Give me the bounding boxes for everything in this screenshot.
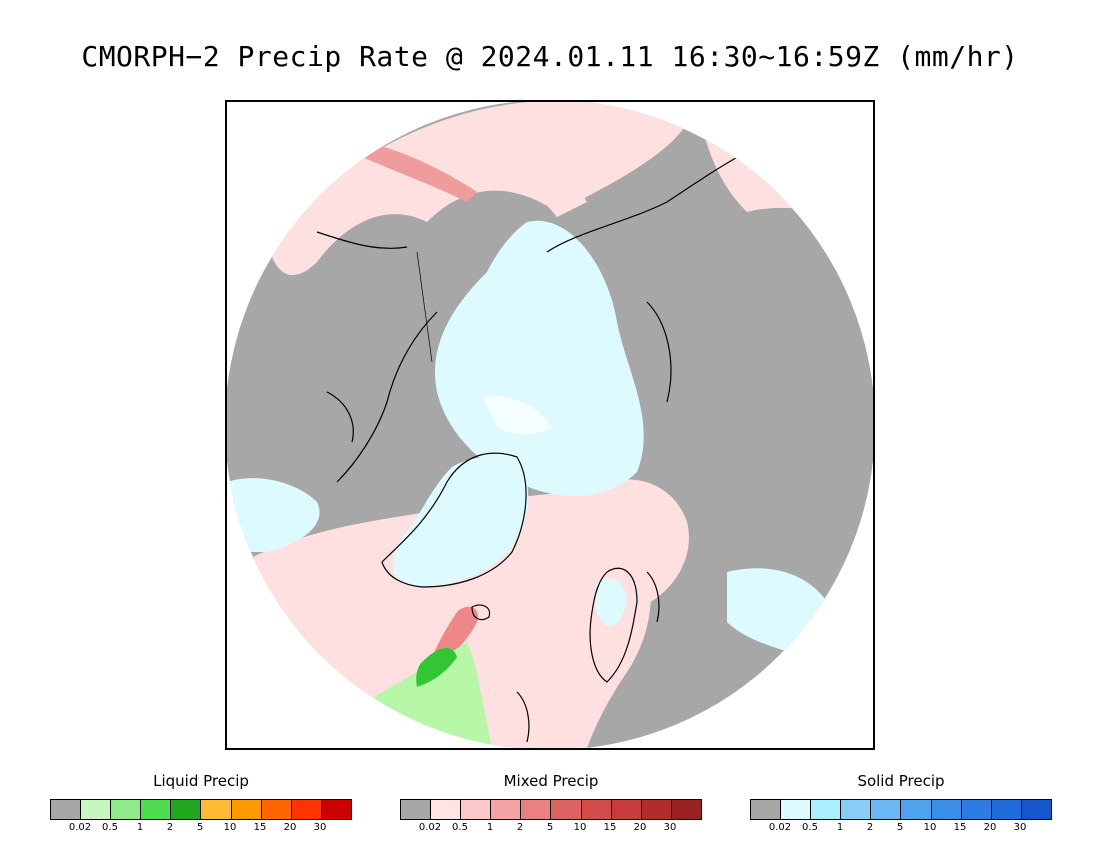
- solid-precip-scandinavia: [594, 578, 627, 626]
- tick-label: 0.02: [768, 822, 792, 833]
- tick-label: 0.02: [68, 822, 92, 833]
- coastlines: [316, 151, 748, 743]
- legend-swatch: [490, 800, 521, 819]
- legend-solid: Solid Precip 0.02 0.5 1 2 5 10 15 20 30: [750, 772, 1052, 836]
- legend-liquid: Liquid Precip 0.02 0.5 1 2 5 10 15 20 30: [50, 772, 352, 836]
- tick-label: 30: [1013, 822, 1027, 833]
- tick-label: 0.5: [452, 822, 468, 833]
- legend-swatch: [900, 800, 931, 819]
- map-title: CMORPH−2 Precip Rate @ 2024.01.11 16:30~…: [81, 40, 1019, 73]
- tick-label: 20: [633, 822, 647, 833]
- color-bar: [750, 799, 1052, 820]
- legend-swatch: [80, 800, 111, 819]
- tick-label: 5: [896, 822, 904, 833]
- tick-label: 1: [136, 822, 144, 833]
- mixed-precip-moderate-bering: [362, 142, 477, 202]
- legend-swatch: [260, 800, 291, 819]
- solid-precip-arctic-ocean: [435, 220, 644, 496]
- mixed-precip-bering: [507, 102, 587, 217]
- tick-label: 15: [253, 822, 267, 833]
- legend-swatch: [230, 800, 261, 819]
- tick-label: 0.5: [102, 822, 118, 833]
- legend-swatch: [170, 800, 201, 819]
- tick-label: 10: [923, 822, 937, 833]
- tick-label: 10: [223, 822, 237, 833]
- tick-label: 1: [836, 822, 844, 833]
- legend-title: Solid Precip: [857, 772, 945, 790]
- legend-swatch: [320, 800, 351, 819]
- legend-swatch: [460, 800, 491, 819]
- legend-swatch: [200, 800, 231, 819]
- tick-label: 5: [546, 822, 554, 833]
- legend-swatch: [550, 800, 581, 819]
- legend-swatch: [401, 800, 431, 819]
- legend-swatch: [1020, 800, 1051, 819]
- tick-label: 15: [953, 822, 967, 833]
- legend-swatch: [810, 800, 841, 819]
- legend-swatch: [780, 800, 811, 819]
- legend-swatch: [580, 800, 611, 819]
- solid-precip-greenland: [392, 457, 529, 586]
- legend-swatch: [520, 800, 551, 819]
- tick-label: 10: [573, 822, 587, 833]
- tick-labels: 0.02 0.5 1 2 5 10 15 20 30: [50, 822, 350, 836]
- tick-label: 15: [603, 822, 617, 833]
- tick-labels: 0.02 0.5 1 2 5 10 15 20 30: [400, 822, 700, 836]
- tick-label: 5: [196, 822, 204, 833]
- legend-swatch: [870, 800, 901, 819]
- tick-label: 30: [663, 822, 677, 833]
- legend-swatch: [960, 800, 991, 819]
- legend-swatch: [430, 800, 461, 819]
- legend-title: Mixed Precip: [503, 772, 599, 790]
- legend-swatch: [751, 800, 781, 819]
- color-bar: [400, 799, 702, 820]
- tick-label: 2: [866, 822, 874, 833]
- tick-label: 30: [313, 822, 327, 833]
- legend-title: Liquid Precip: [153, 772, 249, 790]
- tick-label: 2: [166, 822, 174, 833]
- legend-swatch: [840, 800, 871, 819]
- legend-swatch: [110, 800, 141, 819]
- polar-map-svg: [227, 102, 873, 748]
- tick-label: 1: [486, 822, 494, 833]
- tick-label: 20: [983, 822, 997, 833]
- tick-labels: 0.02 0.5 1 2 5 10 15 20 30: [750, 822, 1050, 836]
- legend-swatch: [990, 800, 1021, 819]
- legend-swatch: [610, 800, 641, 819]
- legend-swatch: [930, 800, 961, 819]
- tick-label: 0.02: [418, 822, 442, 833]
- liquid-precip-atlantic-heavy: [416, 647, 457, 687]
- legend-swatch: [670, 800, 701, 819]
- legend-swatch: [290, 800, 321, 819]
- solid-precip-canada-west: [227, 478, 320, 552]
- legend-mixed: Mixed Precip 0.02 0.5 1 2 5 10 15 20 30: [400, 772, 702, 836]
- color-bar: [50, 799, 352, 820]
- solid-precip-pole: [482, 395, 552, 435]
- tick-label: 2: [516, 822, 524, 833]
- tick-label: 20: [283, 822, 297, 833]
- precip-map: [225, 100, 875, 750]
- legend-swatch: [140, 800, 171, 819]
- mixed-precip-pacific: [267, 102, 697, 276]
- tick-label: 0.5: [802, 822, 818, 833]
- legend-swatch: [640, 800, 671, 819]
- legend-swatch: [51, 800, 81, 819]
